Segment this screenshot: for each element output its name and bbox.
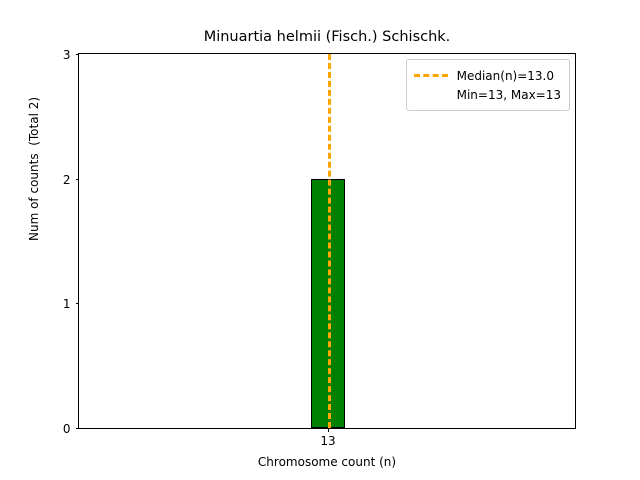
legend-spacer-icon	[414, 93, 448, 96]
chart-title: Minuartia helmii (Fisch.) Schischk.	[203, 29, 451, 45]
median-line	[327, 54, 331, 428]
legend-label-median: Median(n)=13.0	[456, 68, 554, 83]
y-tick-label-0: 0	[62, 422, 71, 436]
y-tick-mark-3: 3	[63, 48, 79, 62]
y-axis-label: Num of counts (Total 2)	[27, 96, 41, 241]
y-tick-label-1: 1	[62, 297, 71, 312]
y-tick-mark-2: 2	[63, 173, 79, 187]
x-tick-label-13: 13	[320, 434, 336, 448]
y-tick-label-2: 2	[62, 172, 71, 187]
y-tick-mark-1: 1	[63, 297, 79, 311]
y-tick-label-3: 3	[62, 48, 71, 62]
x-axis-label: Chromosome count (n)	[257, 455, 397, 469]
x-tick-mark-13	[327, 428, 329, 432]
chart-legend: Median(n)=13.0 Min=13, Max=13	[405, 59, 570, 111]
dashed-line-icon	[413, 74, 448, 77]
legend-entry-median: Median(n)=13.0	[413, 66, 561, 85]
legend-label-minmax: Min=13, Max=13	[456, 87, 561, 102]
plot-area: 3 2 1 0 13 Median(n)=13.0 Min=13, Max=13	[63, 48, 576, 448]
legend-entry-minmax: Min=13, Max=13	[414, 85, 561, 104]
y-tick-mark-0: 0	[63, 422, 79, 436]
